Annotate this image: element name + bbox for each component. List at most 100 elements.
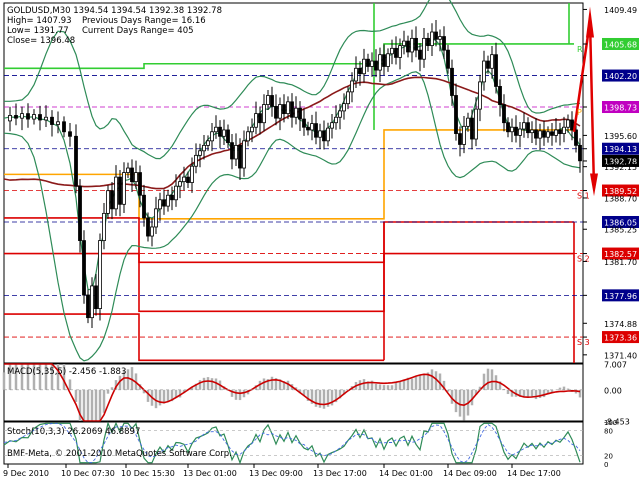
level-label-r: R — [577, 45, 583, 54]
candle-body — [298, 107, 302, 120]
candle-body — [206, 140, 210, 146]
candle-body — [450, 67, 454, 96]
candle-body — [538, 130, 542, 139]
candle-body — [554, 129, 558, 136]
candle-body — [490, 54, 494, 69]
price-tag-box — [602, 331, 639, 344]
candle-body — [334, 116, 338, 124]
price-tag-box — [602, 37, 639, 50]
candle-body — [294, 107, 298, 118]
candle-body — [510, 126, 514, 133]
candle-body — [534, 129, 538, 139]
candle-body — [118, 176, 122, 205]
level-line-r — [4, 43, 574, 70]
candle-body — [422, 37, 426, 60]
price-tag-label: 1398.73 — [604, 104, 637, 113]
price-tick-label: 1374.88 — [604, 320, 637, 329]
candle-body — [130, 167, 134, 183]
price-tick-label: 1371.40 — [604, 351, 637, 360]
candle-body — [14, 115, 18, 119]
candle-body — [358, 67, 362, 75]
candle-body — [318, 130, 322, 138]
candle-body — [486, 60, 490, 69]
time-tick-label: 13 Dec 17:00 — [313, 469, 367, 478]
candle-body — [370, 60, 374, 67]
candle-body — [306, 126, 310, 131]
candle-body — [238, 144, 242, 169]
candle-body — [570, 119, 574, 131]
price-tag-label: 1386.05 — [604, 218, 637, 227]
candle-body — [190, 165, 194, 183]
candle-body — [470, 117, 474, 140]
candle-body — [56, 121, 60, 125]
stoch-tick-label: 20 — [604, 453, 613, 461]
candle-body — [438, 36, 442, 40]
forecast-arrow-head-down — [590, 173, 598, 197]
stoch-signal-line — [3, 422, 581, 464]
bollinger-upper — [4, 0, 581, 160]
candle-body — [174, 185, 178, 201]
candle-body — [178, 181, 182, 187]
price-tag-label: 1382.57 — [604, 250, 637, 259]
price-tick-label: 1381.70 — [604, 258, 637, 267]
level-label-s3: S 3 — [577, 338, 590, 347]
candle-body — [170, 194, 174, 201]
candle-body — [106, 190, 110, 214]
price-tag-label: 1405.68 — [604, 40, 637, 49]
price-tag-label: 1392.78 — [604, 157, 637, 166]
time-tick-label: 9 Dec 2010 — [3, 469, 49, 478]
candle-body — [314, 123, 318, 138]
candle-body — [62, 121, 66, 133]
candle-body — [326, 127, 330, 142]
level-label-s1: S 1 — [577, 192, 590, 201]
time-tick-label: 14 Dec 09:00 — [443, 469, 497, 478]
candle-body — [8, 115, 12, 122]
forecast-arrow-head-up — [586, 6, 594, 38]
price-tick-label: 1409.49 — [604, 6, 637, 15]
close-value: Close= 1396.48 — [7, 36, 75, 46]
stoch-panel[interactable]: Stoch(10,3,3) 26.2069 46.8897 BMF-Meta, … — [3, 421, 584, 465]
candle-body — [254, 113, 258, 128]
candle-body — [126, 167, 130, 173]
macd-panel[interactable]: MACD(5,35,5) -2.456 -1.883 — [2, 363, 584, 422]
stoch-tick-label: 100 — [604, 419, 617, 427]
time-axis: 9 Dec 2010 10 Dec 07:30 10 Dec 15:30 13 Dec… — [3, 464, 561, 478]
candle-body — [214, 126, 218, 133]
bollinger-lower — [3, 71, 581, 362]
candle-body — [362, 58, 366, 75]
candle-body — [44, 116, 48, 121]
price-tag-box — [602, 247, 639, 260]
candle-body — [262, 104, 266, 124]
time-tick-label: 13 Dec 09:00 — [249, 469, 303, 478]
candle-body — [20, 113, 24, 119]
macd-tick-label: -8.453 — [604, 418, 630, 427]
candle-body — [274, 105, 278, 119]
price-tag-box — [602, 101, 639, 114]
price-panel[interactable]: R P S 1 S 2 S 3 GOLDUSD,M30 1394.54 1394.54 … — [3, 0, 598, 364]
candle-body — [98, 240, 102, 309]
candle-body — [542, 130, 546, 138]
candle-body — [210, 131, 214, 142]
candle-body — [562, 126, 566, 134]
candle-body — [426, 37, 430, 47]
candle-body — [502, 104, 506, 124]
candle-body — [454, 95, 458, 134]
candle-body — [186, 176, 190, 183]
level-label-s2: S 2 — [577, 255, 590, 264]
candle-body — [330, 122, 334, 129]
low-value: Low= 1391.77 — [7, 26, 69, 36]
candle-body — [530, 129, 534, 134]
candle-body — [410, 37, 414, 53]
candle-body — [498, 86, 502, 105]
macd-axis: 7.007 0.00 -8.453 — [604, 361, 630, 427]
candle-body — [302, 118, 306, 128]
price-panel-border — [3, 2, 584, 364]
candle-body — [430, 31, 434, 47]
candle-body — [550, 131, 554, 136]
candle-body — [514, 126, 518, 136]
candle-body — [182, 176, 186, 183]
candle-body — [526, 122, 530, 134]
price-tag-label: 1402.20 — [604, 72, 637, 81]
